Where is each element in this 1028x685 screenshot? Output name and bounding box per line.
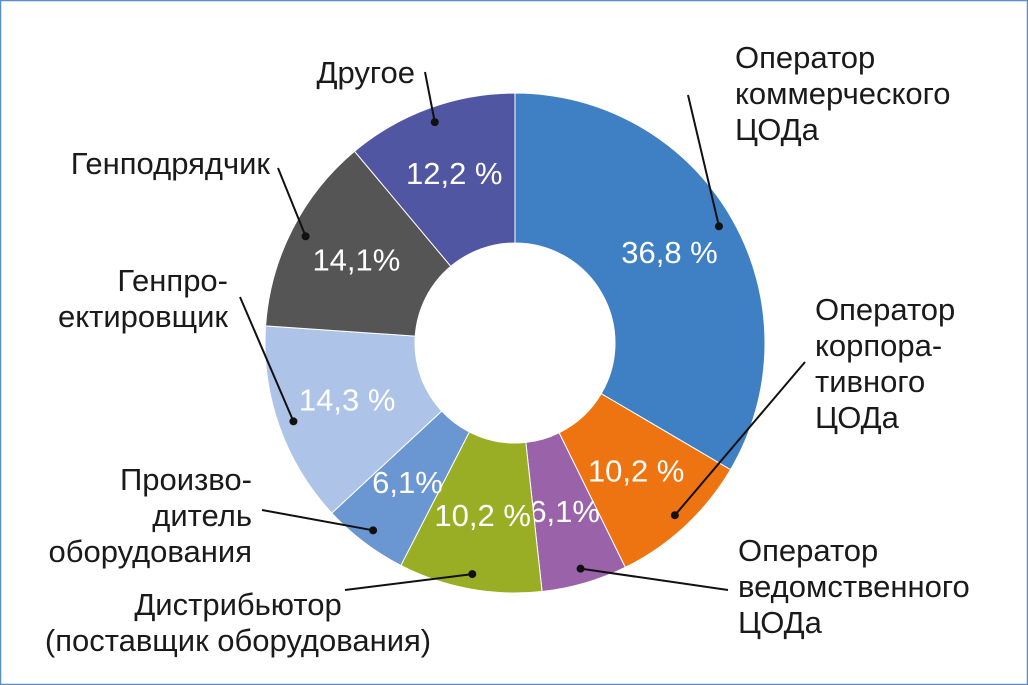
leader-dot [289,417,298,426]
category-label-line: Оператор [815,292,955,327]
category-label-line: Оператор [735,40,875,75]
category-label-line: Другое [317,55,416,90]
category-label: Оператор ведомственного ЦОДа [738,533,970,640]
category-label: Оператор корпора-тивного ЦОДа [815,292,955,435]
leader-line [580,567,729,591]
category-label-line: Дистрибьютор [134,587,341,622]
category-label-line: ЦОДа [815,400,900,435]
donut-slice [353,92,516,268]
category-label-line: оборудования [48,534,252,569]
leader-line [344,573,473,591]
value-label: 10,2 % [434,498,531,533]
category-label: Генподрядчик [71,146,271,181]
value-label: 14,1% [312,242,400,277]
donut-slice [400,431,543,594]
value-label: 6,1% [372,465,443,500]
leader-line [239,296,295,422]
category-label-line: ведомственного [738,569,970,604]
leader-dot [714,222,723,231]
category-label: Дистрибьютор (поставщик оборудования) [45,587,431,658]
leader-line [674,361,806,516]
category-label-line: дитель [152,498,252,533]
value-label: 12,2 % [406,156,503,191]
category-label-line: ЦОДа [735,112,820,147]
category-label: Генпро-ектировщик [58,263,228,334]
value-label: 10,2 % [588,454,685,489]
donut-slice [558,392,732,569]
category-label: Произво-дитель оборудования [48,462,252,569]
category-label-line: (поставщик оборудования) [45,623,431,658]
donut-slice [514,92,766,471]
category-label-line: Произво- [120,462,252,497]
category-label-line: Генподрядчик [71,146,271,181]
donut-slice [264,325,443,514]
leader-dot [576,564,585,573]
category-label-line: Оператор [738,533,878,568]
leader-line [261,509,374,532]
leader-dot [468,570,477,579]
leader-line [424,71,436,123]
leader-line [687,94,720,227]
category-label: Другое [317,55,416,90]
donut-slice [265,150,452,337]
leader-dot [430,118,439,127]
category-label-line: ектировщик [58,299,228,334]
leader-dot [301,232,310,241]
leader-dot [670,511,679,520]
value-label: 36,8 % [621,235,718,270]
category-label-line: коммерческого [735,76,951,111]
category-label-line: Генпро- [117,263,228,298]
category-label-line: ЦОДа [738,605,823,640]
leader-line [277,167,307,237]
category-label: Оператор коммерческого ЦОДа [735,40,951,147]
category-label-line: корпора- [815,328,942,363]
value-label: 6,1% [529,494,600,529]
category-label-line: тивного [815,364,925,399]
value-label: 14,3 % [299,383,396,418]
leader-dot [369,526,378,535]
